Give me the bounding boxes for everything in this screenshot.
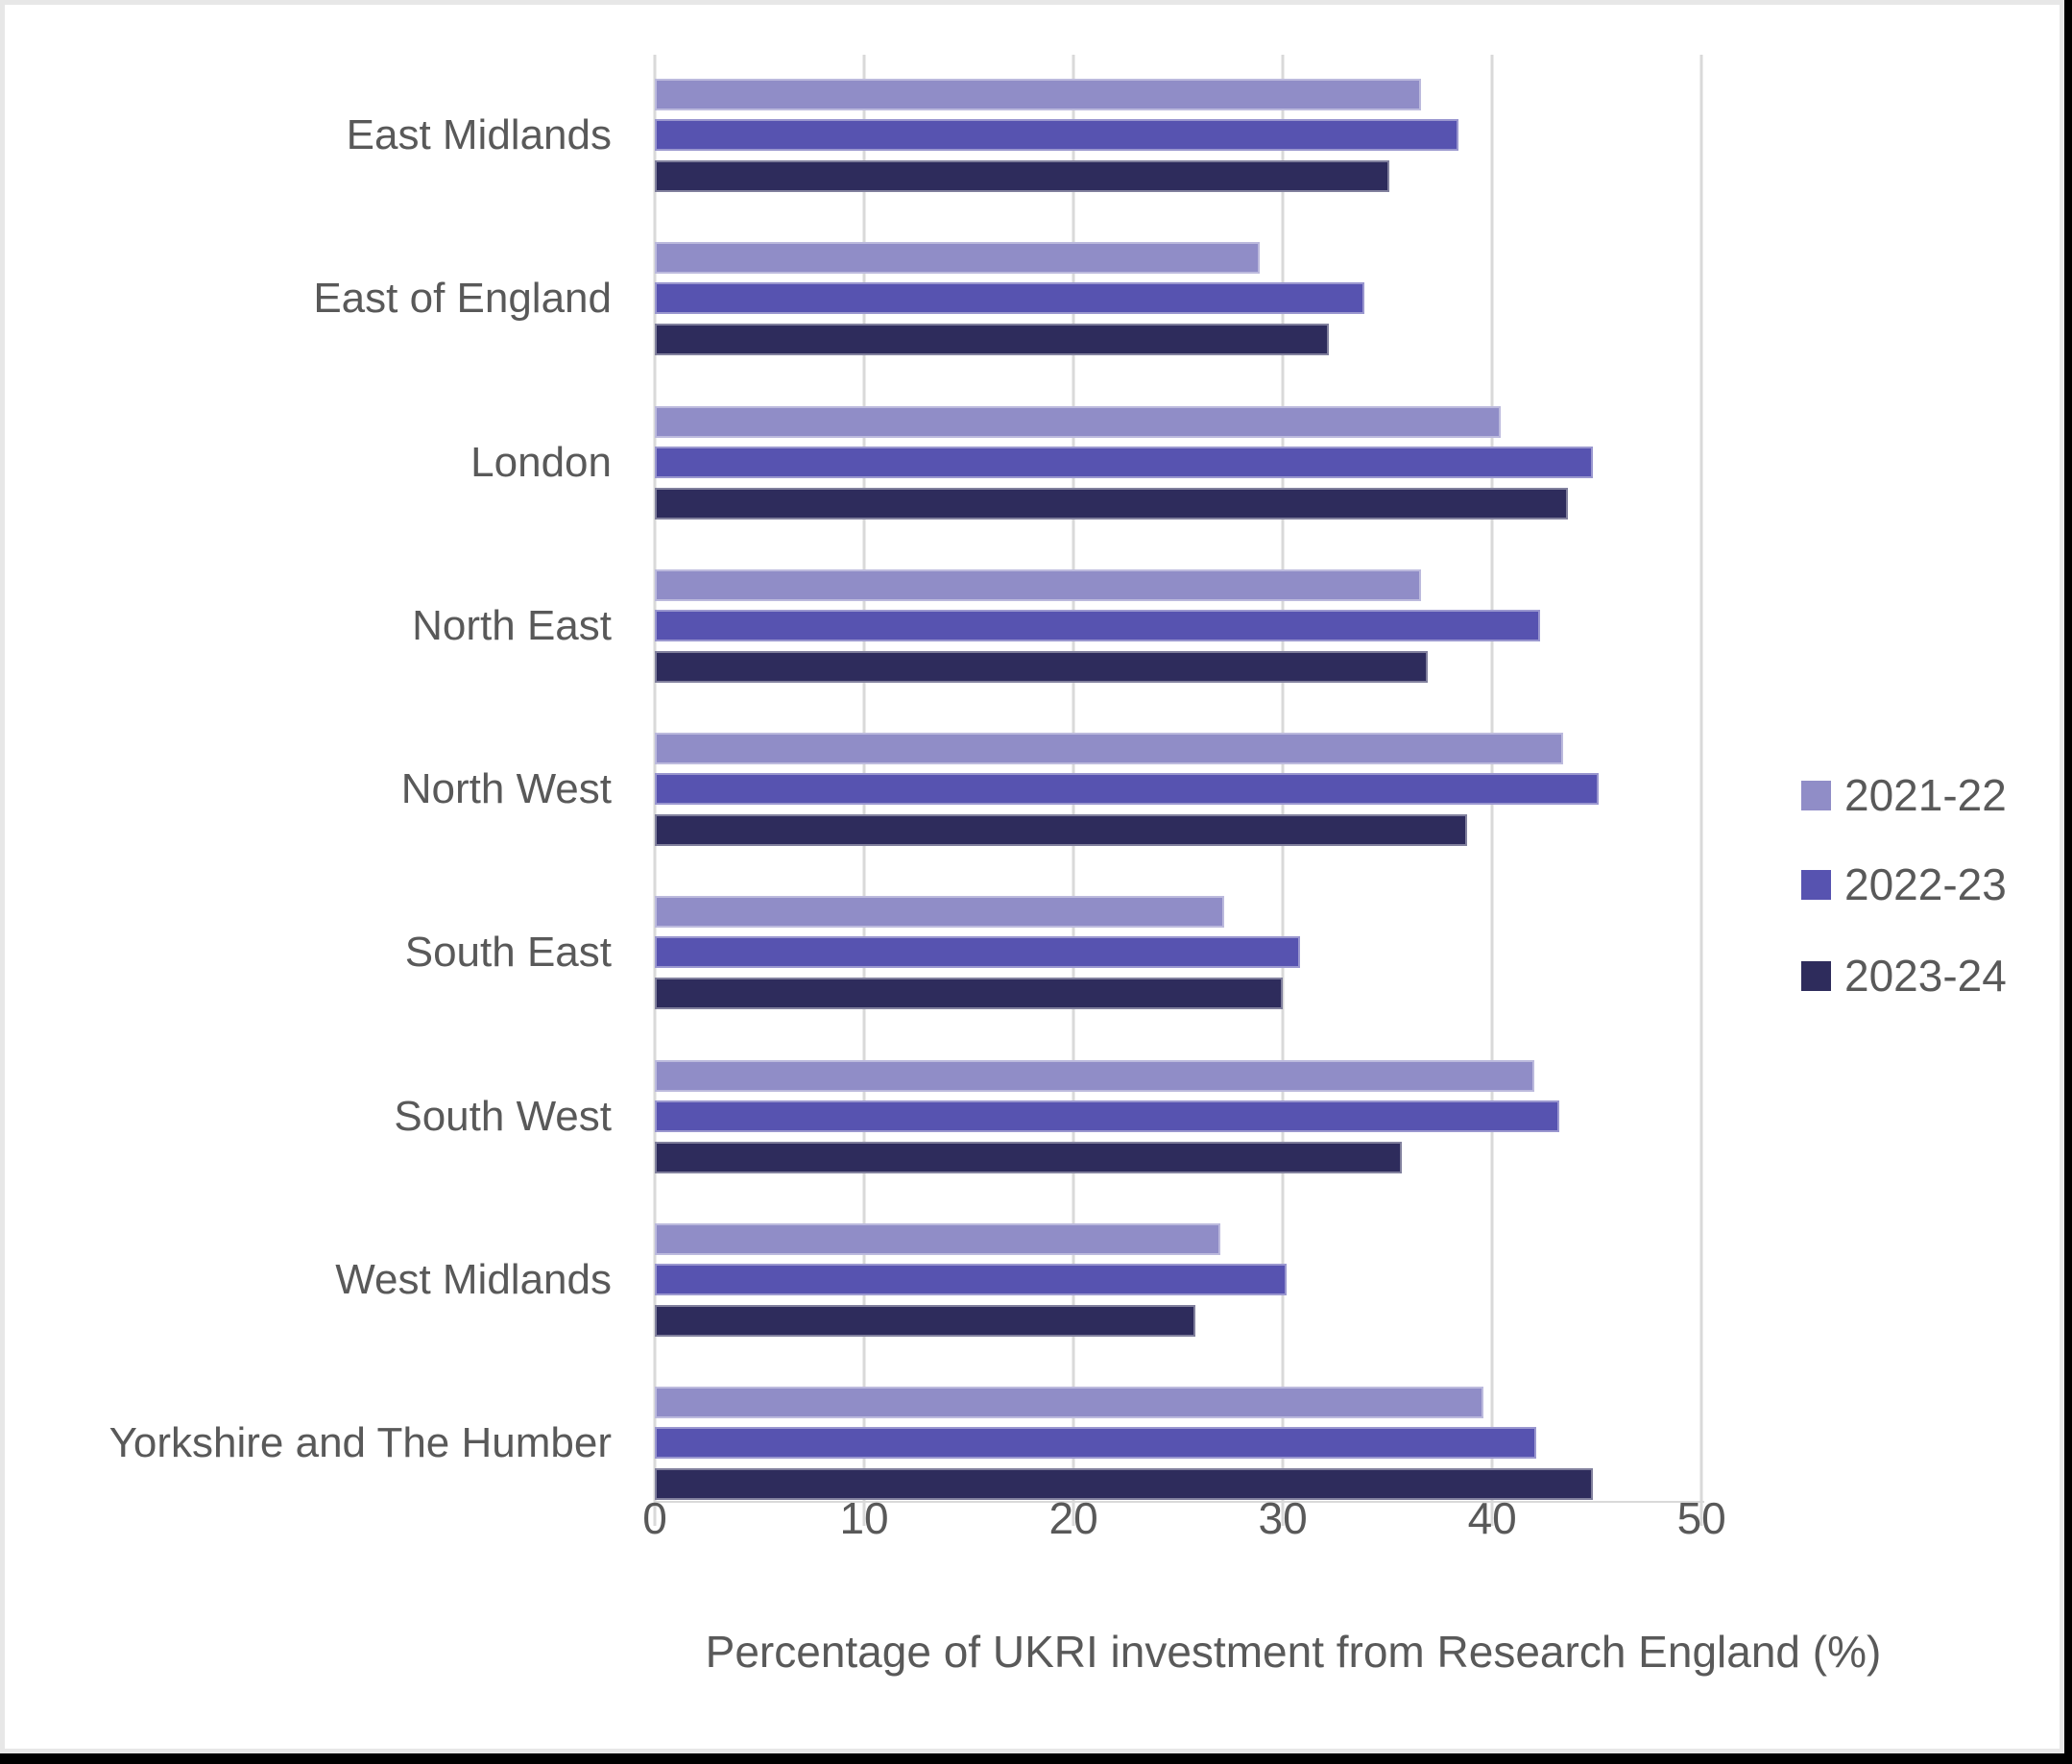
bar-2022-23 <box>655 936 1300 969</box>
bar-2022-23 <box>655 1263 1288 1295</box>
bar-2021-22 <box>655 733 1564 764</box>
bar-2023-24 <box>655 1141 1403 1173</box>
category-label: North West <box>400 765 612 812</box>
bar-group <box>655 1222 1723 1337</box>
bar-2023-24 <box>655 814 1467 846</box>
bar-2023-24 <box>655 1304 1195 1337</box>
bar-group <box>655 242 1723 356</box>
bar-2021-22 <box>655 405 1501 438</box>
bar-2023-24 <box>655 978 1284 1010</box>
bar-2022-23 <box>655 282 1365 315</box>
bar-group <box>655 79 1723 192</box>
bar-group <box>655 733 1723 846</box>
bar-group <box>655 405 1723 520</box>
legend-swatch <box>1801 780 1831 810</box>
x-tick-label: 50 <box>1676 1493 1726 1543</box>
legend-item: 2023-24 <box>1801 954 2007 998</box>
category-label: East Midlands <box>346 111 612 158</box>
bar-2022-23 <box>655 609 1541 641</box>
bar-2022-23 <box>655 446 1593 478</box>
x-tick-label: 20 <box>1048 1493 1098 1543</box>
bar-2022-23 <box>655 773 1600 805</box>
category-label: West Midlands <box>335 1255 612 1303</box>
bar-2022-23 <box>655 1427 1536 1459</box>
bar-2021-22 <box>655 896 1225 929</box>
x-axis-line <box>655 1501 1704 1503</box>
legend-label: 2022-23 <box>1844 859 2007 909</box>
bar-group <box>655 1387 1723 1500</box>
bar-2023-24 <box>655 487 1568 520</box>
legend-swatch <box>1801 869 1831 900</box>
category-label: South West <box>394 1092 612 1140</box>
x-axis-title: Percentage of UKRI investment from Resea… <box>705 1627 1882 1677</box>
category-label: Yorkshire and The Humber <box>108 1419 612 1466</box>
category-label: South East <box>404 929 612 977</box>
axis-tick <box>1072 1501 1075 1526</box>
bar-2022-23 <box>655 119 1459 151</box>
bar-2021-22 <box>655 79 1422 110</box>
plot-area <box>653 55 1723 1526</box>
bar-2023-24 <box>655 160 1390 192</box>
bar-2023-24 <box>655 1468 1593 1500</box>
x-tick-label: 40 <box>1467 1493 1517 1543</box>
bar-group <box>655 568 1723 683</box>
bar-2021-22 <box>655 1222 1220 1255</box>
bar-2021-22 <box>655 568 1422 601</box>
category-label: East of England <box>313 275 612 323</box>
bar-2022-23 <box>655 1099 1559 1132</box>
axis-tick <box>862 1501 866 1526</box>
axis-tick <box>1281 1501 1285 1526</box>
bar-2021-22 <box>655 1059 1534 1092</box>
legend-item: 2022-23 <box>1801 862 2007 906</box>
category-label: London <box>470 438 612 486</box>
bar-group <box>655 1059 1723 1173</box>
legend-item: 2021-22 <box>1801 773 2007 817</box>
bar-2021-22 <box>655 1387 1484 1418</box>
legend-label: 2021-22 <box>1844 770 2007 820</box>
x-tick-label: 10 <box>839 1493 889 1543</box>
axis-tick <box>1490 1501 1494 1526</box>
bar-2021-22 <box>655 242 1261 275</box>
axis-tick <box>1699 1501 1703 1526</box>
bar-group <box>655 896 1723 1010</box>
x-tick-label: 30 <box>1258 1493 1308 1543</box>
legend-swatch <box>1801 960 1831 991</box>
x-tick-label: 0 <box>642 1493 667 1543</box>
category-label: North East <box>412 601 612 649</box>
gridline <box>1699 55 1703 1501</box>
bar-2023-24 <box>655 324 1330 356</box>
bar-2023-24 <box>655 650 1428 683</box>
axis-tick <box>653 1501 657 1526</box>
legend-label: 2023-24 <box>1844 951 2007 1001</box>
